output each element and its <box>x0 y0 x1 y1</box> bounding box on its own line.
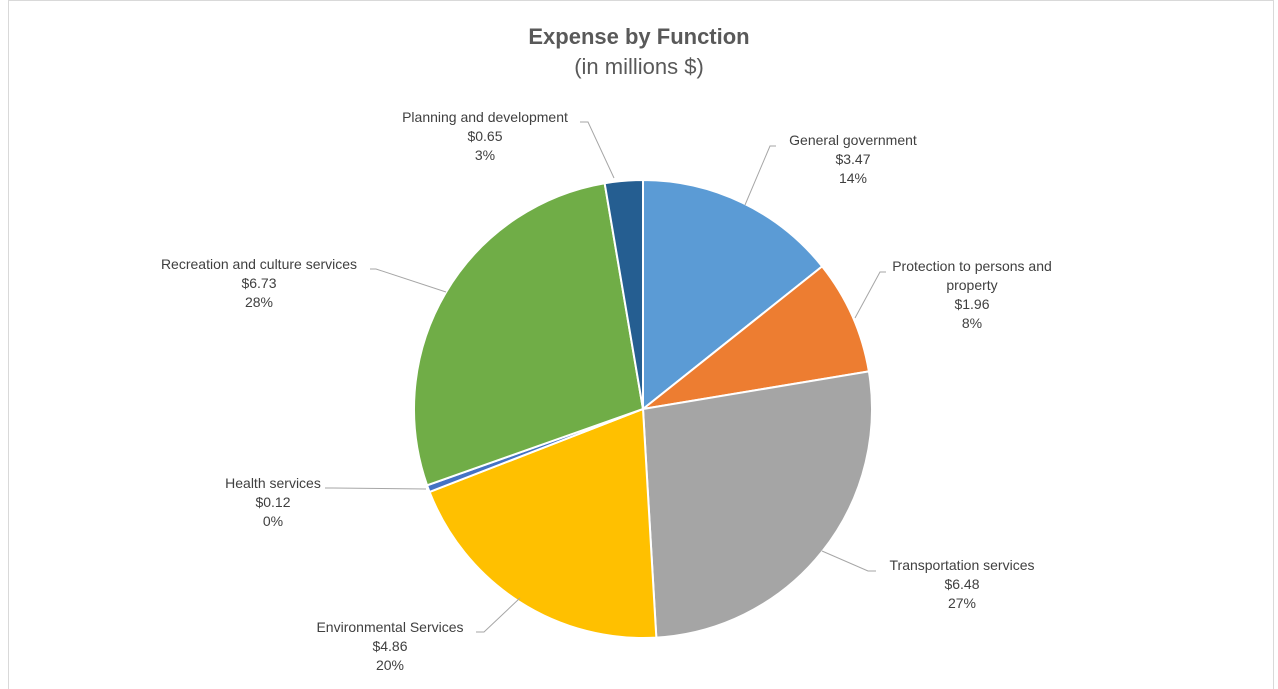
leader-line-protection-to-persons-and-property <box>854 271 886 319</box>
data-label-name-recreation-and-culture-services: Recreation and culture services <box>161 256 357 272</box>
pie-slice-general-government <box>642 178 824 412</box>
data-label-value-health-services: $0.12 <box>255 494 290 510</box>
data-label-value-protection-to-persons-and-property: $1.96 <box>954 296 989 312</box>
data-label-value-transportation-services: $6.48 <box>944 576 979 592</box>
data-label-value-environmental-services: $4.86 <box>372 638 407 654</box>
chart-subtitle: (in millions $) <box>574 54 704 79</box>
pie-slice-planning-and-development <box>603 178 644 410</box>
pie-slice-transportation-services <box>641 370 873 639</box>
leader-line-health-services <box>325 487 427 490</box>
data-label-percent-recreation-and-culture-services: 28% <box>245 294 273 310</box>
leader-line-general-government <box>744 145 776 206</box>
data-label-percent-health-services: 0% <box>263 513 283 529</box>
data-label-value-planning-and-development: $0.65 <box>467 128 502 144</box>
leader-line-environmental-services <box>476 597 521 633</box>
data-label-name-planning-and-development: Planning and development <box>402 109 568 125</box>
leader-line-transportation-services <box>821 550 876 572</box>
data-label-percent-general-government: 14% <box>839 170 867 186</box>
pie-slice-recreation-and-culture-services <box>413 182 645 487</box>
data-label-name-protection-to-persons-and-property: property <box>946 277 997 293</box>
leader-line-recreation-and-culture-services <box>370 268 447 293</box>
data-label-percent-protection-to-persons-and-property: 8% <box>962 315 982 331</box>
data-label-value-general-government: $3.47 <box>835 151 870 167</box>
data-label-name-protection-to-persons-and-property: Protection to persons and <box>892 258 1052 274</box>
chart-title: Expense by Function <box>528 24 750 49</box>
data-label-percent-planning-and-development: 3% <box>475 147 495 163</box>
data-label-name-general-government: General government <box>789 132 917 148</box>
data-label-value-recreation-and-culture-services: $6.73 <box>241 275 276 291</box>
data-label-name-transportation-services: Transportation services <box>890 557 1035 573</box>
pie-slice-protection-to-persons-and-property <box>639 264 871 411</box>
data-label-name-health-services: Health services <box>225 475 321 491</box>
data-label-percent-transportation-services: 27% <box>948 595 976 611</box>
leader-line-planning-and-development <box>580 121 615 179</box>
pie-slice-environmental-services <box>428 407 658 639</box>
data-label-name-environmental-services: Environmental Services <box>316 619 463 635</box>
data-label-percent-environmental-services: 20% <box>376 657 404 673</box>
